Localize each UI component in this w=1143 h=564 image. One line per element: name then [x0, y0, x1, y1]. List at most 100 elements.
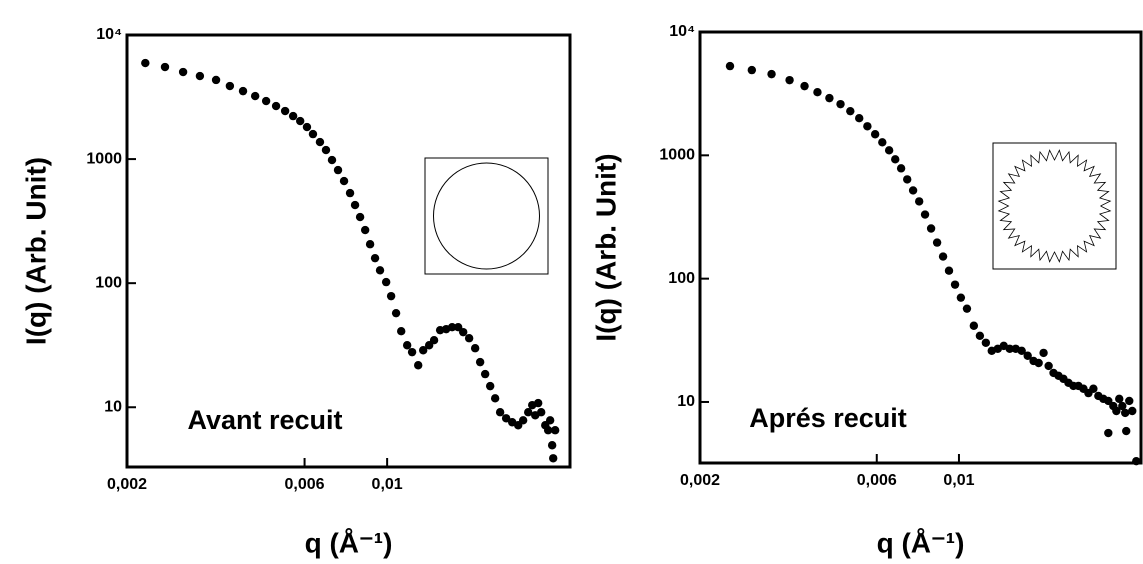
annotation: Aprés recuit — [749, 403, 907, 433]
data-point — [1115, 394, 1124, 404]
data-point — [878, 138, 887, 147]
data-point — [470, 344, 480, 353]
data-point — [1017, 346, 1026, 355]
y-tick-label: 10 — [677, 393, 695, 410]
y-tick-label: 1000 — [659, 147, 695, 164]
data-point — [836, 99, 845, 109]
data-point — [490, 394, 500, 403]
data-point — [825, 93, 834, 103]
data-point — [747, 65, 757, 75]
data-point — [475, 357, 485, 367]
data-point — [375, 266, 385, 275]
x-tick-label: 0,01 — [372, 476, 403, 493]
x-tick-label: 0,006 — [857, 472, 897, 489]
inset-frame — [424, 157, 549, 275]
data-point — [914, 197, 924, 206]
data-point — [950, 280, 960, 289]
data-point — [518, 416, 528, 425]
data-point — [1132, 456, 1141, 466]
data-point — [903, 175, 912, 184]
x-axis-label: q (Å⁻¹) — [877, 527, 965, 558]
data-point — [414, 361, 423, 370]
data-point — [550, 426, 560, 435]
data-point — [870, 130, 880, 139]
data-point — [969, 321, 979, 330]
data-point — [280, 106, 290, 116]
data-point — [1034, 358, 1043, 368]
data-point — [370, 253, 380, 263]
x-tick-label: 0,002 — [680, 472, 720, 489]
data-point — [458, 327, 468, 337]
data-point — [418, 346, 428, 355]
data-point — [1128, 406, 1137, 416]
data-point — [920, 210, 930, 219]
inset-left — [424, 157, 549, 275]
data-point — [944, 266, 954, 275]
data-point — [725, 61, 735, 71]
y-axis-label: I(q) (Arb. Unit) — [20, 157, 51, 345]
data-point — [896, 164, 906, 173]
data-point — [1005, 344, 1014, 353]
data-point — [938, 252, 948, 261]
data-point — [549, 454, 558, 463]
data-point — [908, 186, 918, 195]
data-point — [545, 416, 555, 425]
plot-frame — [698, 30, 1143, 465]
data-point — [339, 176, 349, 186]
data-point — [1120, 408, 1130, 418]
data-point — [261, 96, 271, 106]
data-point — [288, 111, 298, 121]
data-point — [195, 71, 205, 81]
data-point — [800, 81, 809, 91]
data-point — [855, 114, 864, 123]
data-point — [381, 277, 391, 287]
data-point — [1089, 384, 1098, 393]
data-point — [543, 426, 553, 435]
y-tick-label: 1000 — [86, 150, 122, 167]
data-point — [407, 347, 417, 357]
data-point — [360, 225, 370, 235]
data-point — [891, 155, 900, 164]
plot: 10 100 1000 10⁴ 0,002 0,006 0,01 I(q) (Arb. Uni… — [590, 23, 1143, 558]
data-point — [536, 408, 546, 417]
inset-frame — [992, 142, 1117, 270]
data-point — [327, 155, 337, 165]
plot-frame — [125, 33, 572, 469]
data-point — [402, 341, 412, 350]
data-point — [813, 87, 822, 97]
data-point — [315, 137, 325, 147]
data-point — [429, 336, 439, 345]
data-point — [391, 308, 401, 318]
data-point — [1104, 428, 1113, 438]
data-point — [975, 331, 985, 341]
x-tick-label: 0,006 — [285, 476, 325, 493]
data-point — [211, 75, 221, 85]
data-point — [495, 408, 505, 417]
data-point — [250, 91, 260, 101]
data-point — [547, 441, 557, 450]
inset-circle — [433, 162, 540, 270]
data-point — [1039, 348, 1048, 358]
annotation: Avant recuit — [187, 405, 342, 435]
data-point — [295, 116, 305, 126]
data-point — [397, 327, 406, 336]
data-point — [1112, 406, 1121, 416]
data-point — [884, 146, 894, 155]
x-tick-label: 0,002 — [107, 476, 147, 493]
data-point — [225, 81, 235, 91]
data-point — [926, 224, 936, 233]
data-point — [321, 145, 331, 155]
data-point — [485, 381, 495, 391]
data-point — [160, 62, 170, 72]
data-point — [1122, 426, 1131, 436]
data-point — [386, 291, 396, 301]
inset-rough-circle — [997, 149, 1112, 263]
y-tick-label: 100 — [668, 270, 695, 287]
data-point — [1044, 361, 1053, 371]
x-tick-label: 0,01 — [943, 472, 974, 489]
data-point — [932, 238, 942, 247]
data-point — [956, 293, 966, 302]
data-point — [308, 129, 318, 139]
y-tick-label: 10⁴ — [96, 26, 122, 43]
